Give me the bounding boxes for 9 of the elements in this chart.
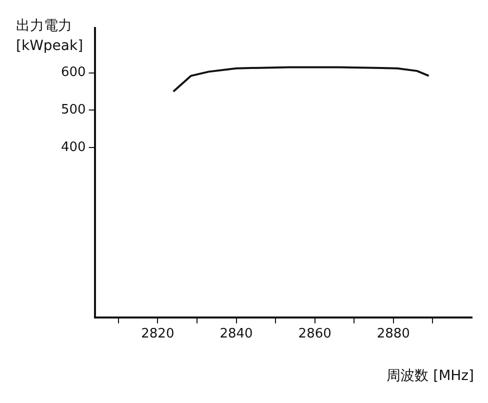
x-tick-label: 2860 bbox=[298, 326, 332, 342]
y-axis-title: 出力電力 [kWpeak] bbox=[16, 18, 84, 54]
x-tick-label: 2840 bbox=[220, 326, 253, 342]
x-tick-label: 2880 bbox=[376, 326, 410, 342]
x-axis-title: 周波数 [MHz] bbox=[386, 368, 474, 384]
y-tick-label: 500 bbox=[60, 102, 86, 118]
y-tick-label: 400 bbox=[60, 140, 86, 155]
y-tick-label: 600 bbox=[60, 65, 86, 80]
x-tick-label: 2820 bbox=[141, 326, 174, 342]
